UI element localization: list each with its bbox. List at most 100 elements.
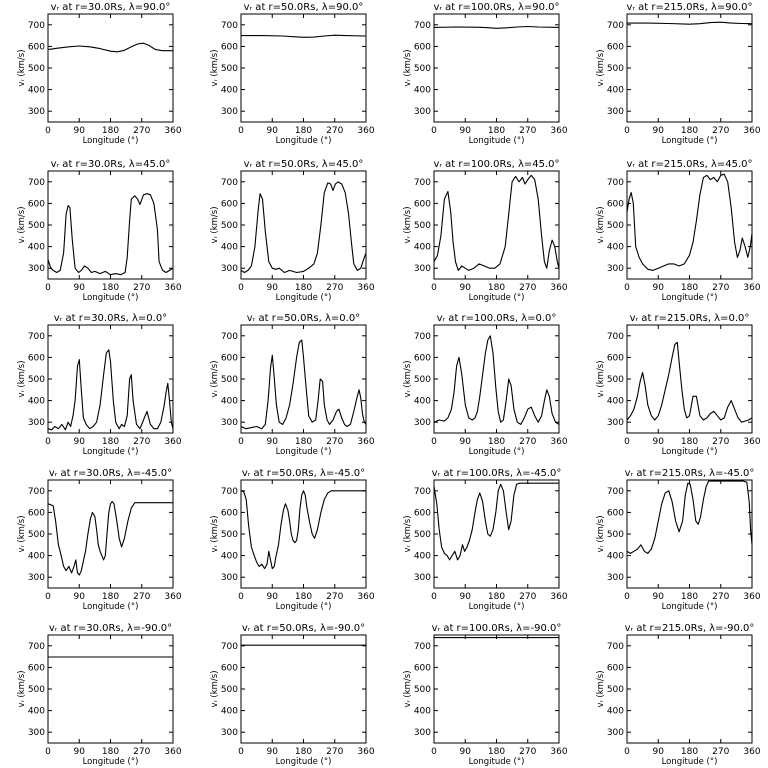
y-tick-label: 400 xyxy=(414,243,431,253)
y-tick-label: 500 xyxy=(607,375,624,385)
plot-frame xyxy=(240,634,367,744)
y-axis-label: vᵣ (km/s) xyxy=(403,670,413,707)
y-tick-label: 700 xyxy=(414,642,431,652)
y-tick-label: 600 xyxy=(607,42,624,52)
x-axis-label: Longitude (°) xyxy=(469,293,525,303)
y-axis-label: vᵣ (km/s) xyxy=(17,206,27,243)
panel-9: vᵣ at r=30.0Rs, λ=0.0° 300 400 500 600 700 0 90… xyxy=(17,313,182,457)
x-axis-label: Longitude (°) xyxy=(662,757,718,767)
x-tick-label: 360 xyxy=(357,283,374,293)
x-tick-label: 270 xyxy=(519,283,536,293)
x-tick-label: 0 xyxy=(238,126,244,136)
x-tick-label: 180 xyxy=(681,126,698,136)
panel-title: vᵣ at r=215.0Rs, λ=0.0° xyxy=(630,313,750,324)
vr-series-line xyxy=(241,181,366,274)
y-tick-label: 600 xyxy=(414,663,431,673)
y-tick-label: 500 xyxy=(221,221,238,231)
panel-title: vᵣ at r=30.0Rs, λ=0.0° xyxy=(54,313,167,324)
panel-19: vᵣ at r=100.0Rs, λ=-90.0° 300 400 500 600 700… xyxy=(403,623,568,767)
y-tick-label: 400 xyxy=(221,86,238,96)
x-tick-label: 90 xyxy=(267,592,279,602)
vr-series-line xyxy=(434,25,559,29)
y-tick-label: 400 xyxy=(607,707,624,717)
x-tick-label: 0 xyxy=(238,283,244,293)
x-tick-label: 0 xyxy=(238,747,244,757)
x-tick-label: 0 xyxy=(431,283,437,293)
y-tick-label: 600 xyxy=(607,663,624,673)
y-tick-label: 700 xyxy=(607,21,624,31)
x-tick-label: 270 xyxy=(326,126,343,136)
y-tick-label: 600 xyxy=(221,353,238,363)
x-tick-label: 0 xyxy=(624,437,630,447)
x-tick-label: 90 xyxy=(267,126,279,136)
y-axis-label: vᵣ (km/s) xyxy=(210,670,220,707)
y-tick-label: 600 xyxy=(28,199,45,209)
x-tick-label: 90 xyxy=(74,283,86,293)
x-tick-label: 180 xyxy=(681,437,698,447)
y-tick-label: 500 xyxy=(221,375,238,385)
y-tick-label: 600 xyxy=(221,42,238,52)
y-tick-label: 400 xyxy=(28,707,45,717)
y-tick-label: 600 xyxy=(28,42,45,52)
x-tick-label: 360 xyxy=(550,126,567,136)
x-axis-label: Longitude (°) xyxy=(662,602,718,612)
x-tick-label: 90 xyxy=(460,126,472,136)
x-tick-label: 0 xyxy=(431,747,437,757)
panel-11: vᵣ at r=100.0Rs, λ=0.0° 300 400 500 600 700 0 9… xyxy=(403,313,568,457)
x-tick-label: 90 xyxy=(460,592,472,602)
x-tick-label: 360 xyxy=(743,126,760,136)
x-tick-label: 360 xyxy=(550,283,567,293)
x-tick-label: 180 xyxy=(102,747,119,757)
x-tick-label: 180 xyxy=(295,283,312,293)
y-tick-label: 400 xyxy=(607,86,624,96)
x-tick-label: 270 xyxy=(133,592,150,602)
y-tick-label: 500 xyxy=(28,375,45,385)
y-tick-label: 300 xyxy=(414,107,431,117)
x-tick-label: 270 xyxy=(712,437,729,447)
y-tick-label: 700 xyxy=(221,21,238,31)
y-tick-label: 500 xyxy=(414,221,431,231)
panel-1: vᵣ at r=30.0Rs, λ=90.0° 300 400 500 600 700 0 9… xyxy=(17,2,182,146)
x-tick-label: 270 xyxy=(133,126,150,136)
plot-frame xyxy=(240,13,367,123)
y-axis-label: vᵣ (km/s) xyxy=(403,360,413,397)
y-tick-label: 300 xyxy=(607,573,624,583)
plot-frame xyxy=(47,324,174,434)
y-tick-label: 700 xyxy=(414,21,431,31)
panel-13: vᵣ at r=30.0Rs, λ=-45.0° 300 400 500 600 700 0… xyxy=(17,468,182,612)
y-tick-label: 300 xyxy=(221,418,238,428)
panel-title: vᵣ at r=50.0Rs, λ=0.0° xyxy=(247,313,360,324)
x-tick-label: 0 xyxy=(45,126,51,136)
y-axis-label: vᵣ (km/s) xyxy=(17,360,27,397)
y-tick-label: 700 xyxy=(221,642,238,652)
y-tick-label: 500 xyxy=(221,64,238,74)
y-tick-label: 600 xyxy=(414,199,431,209)
y-axis-label: vᵣ (km/s) xyxy=(17,670,27,707)
y-tick-label: 700 xyxy=(607,642,624,652)
y-axis-label: vᵣ (km/s) xyxy=(17,49,27,86)
y-axis-label: vᵣ (km/s) xyxy=(596,670,606,707)
panel-14: vᵣ at r=50.0Rs, λ=-45.0° 300 400 500 600 700 0… xyxy=(210,468,375,612)
x-tick-label: 360 xyxy=(743,592,760,602)
y-tick-label: 500 xyxy=(28,64,45,74)
y-tick-label: 300 xyxy=(414,418,431,428)
y-tick-label: 700 xyxy=(607,178,624,188)
x-tick-label: 360 xyxy=(743,437,760,447)
vr-series-line xyxy=(241,490,366,570)
x-axis-label: Longitude (°) xyxy=(469,447,525,457)
y-axis-label: vᵣ (km/s) xyxy=(596,206,606,243)
x-tick-label: 180 xyxy=(681,592,698,602)
y-tick-label: 500 xyxy=(221,685,238,695)
y-axis-label: vᵣ (km/s) xyxy=(403,49,413,86)
y-tick-label: 500 xyxy=(607,685,624,695)
plot-frame xyxy=(433,634,560,744)
y-tick-label: 500 xyxy=(607,64,624,74)
y-tick-label: 400 xyxy=(221,552,238,562)
x-tick-label: 270 xyxy=(519,747,536,757)
x-tick-label: 90 xyxy=(653,747,665,757)
panel-title: vᵣ at r=30.0Rs, λ=-90.0° xyxy=(49,623,172,634)
y-tick-label: 500 xyxy=(221,530,238,540)
y-tick-label: 300 xyxy=(28,418,45,428)
panel-title: vᵣ at r=215.0Rs, λ=-45.0° xyxy=(625,468,755,479)
panel-12: vᵣ at r=215.0Rs, λ=0.0° 300 400 500 600 700 0 9… xyxy=(596,313,761,457)
